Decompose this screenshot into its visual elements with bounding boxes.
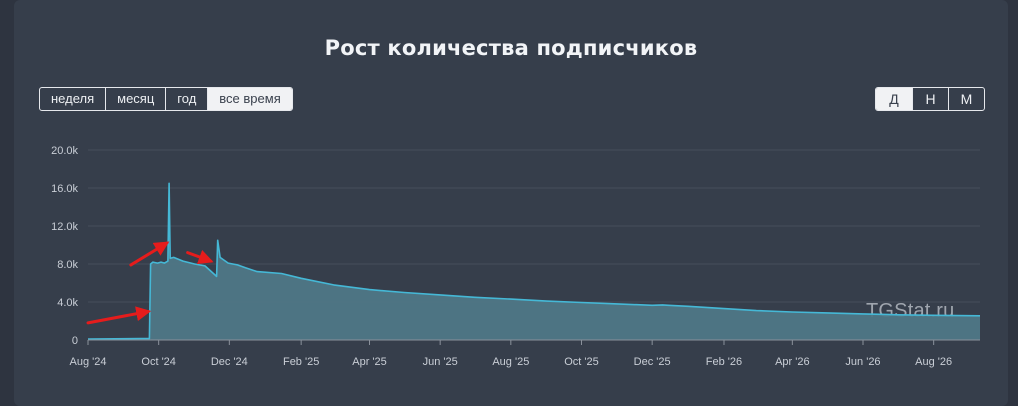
granularity-month-button[interactable]: М [948,88,984,110]
x-tick-label: Oct '25 [564,356,599,368]
series-area [88,183,980,340]
annotation-arrow [129,241,170,267]
x-tick-label: Aug '25 [492,356,529,368]
period-week-button[interactable]: неделя [51,91,95,106]
y-tick-label: 20.0k [51,145,78,157]
x-tick-label: Dec '25 [634,356,671,368]
period-year-button[interactable]: год [165,88,207,110]
x-tick-label: Aug '24 [70,356,107,368]
x-tick-label: Apr '26 [775,356,810,368]
x-tick-label: Oct '24 [141,356,176,368]
annotation-arrow [86,306,152,325]
x-tick-label: Feb '25 [283,356,319,368]
y-tick-label: 16.0k [51,183,78,195]
period-all-time-button[interactable]: все время [207,88,292,110]
x-tick-label: Apr '25 [352,356,387,368]
x-tick-label: Aug '26 [915,356,952,368]
y-tick-label: 8.0k [57,259,78,271]
granularity-selector: Д Н М [875,87,985,111]
series-line [87,182,981,340]
y-tick-label: 4.0k [57,297,78,309]
period-selector: неделя месяц год все время [39,87,293,111]
granularity-day-button[interactable]: Д [876,88,912,110]
x-tick-label: Jun '26 [845,356,880,368]
page-title: Рост количества подписчиков [324,36,698,60]
x-tick-label: Jun '25 [423,356,458,368]
y-tick-label: 12.0k [51,221,78,233]
period-month-button[interactable]: месяц [105,88,165,110]
x-tick-label: Dec '24 [211,356,248,368]
y-tick-label: 0 [72,335,78,347]
annotation-arrow [186,249,214,265]
x-tick-label: Feb '26 [706,356,742,368]
granularity-week-button[interactable]: Н [912,88,948,110]
